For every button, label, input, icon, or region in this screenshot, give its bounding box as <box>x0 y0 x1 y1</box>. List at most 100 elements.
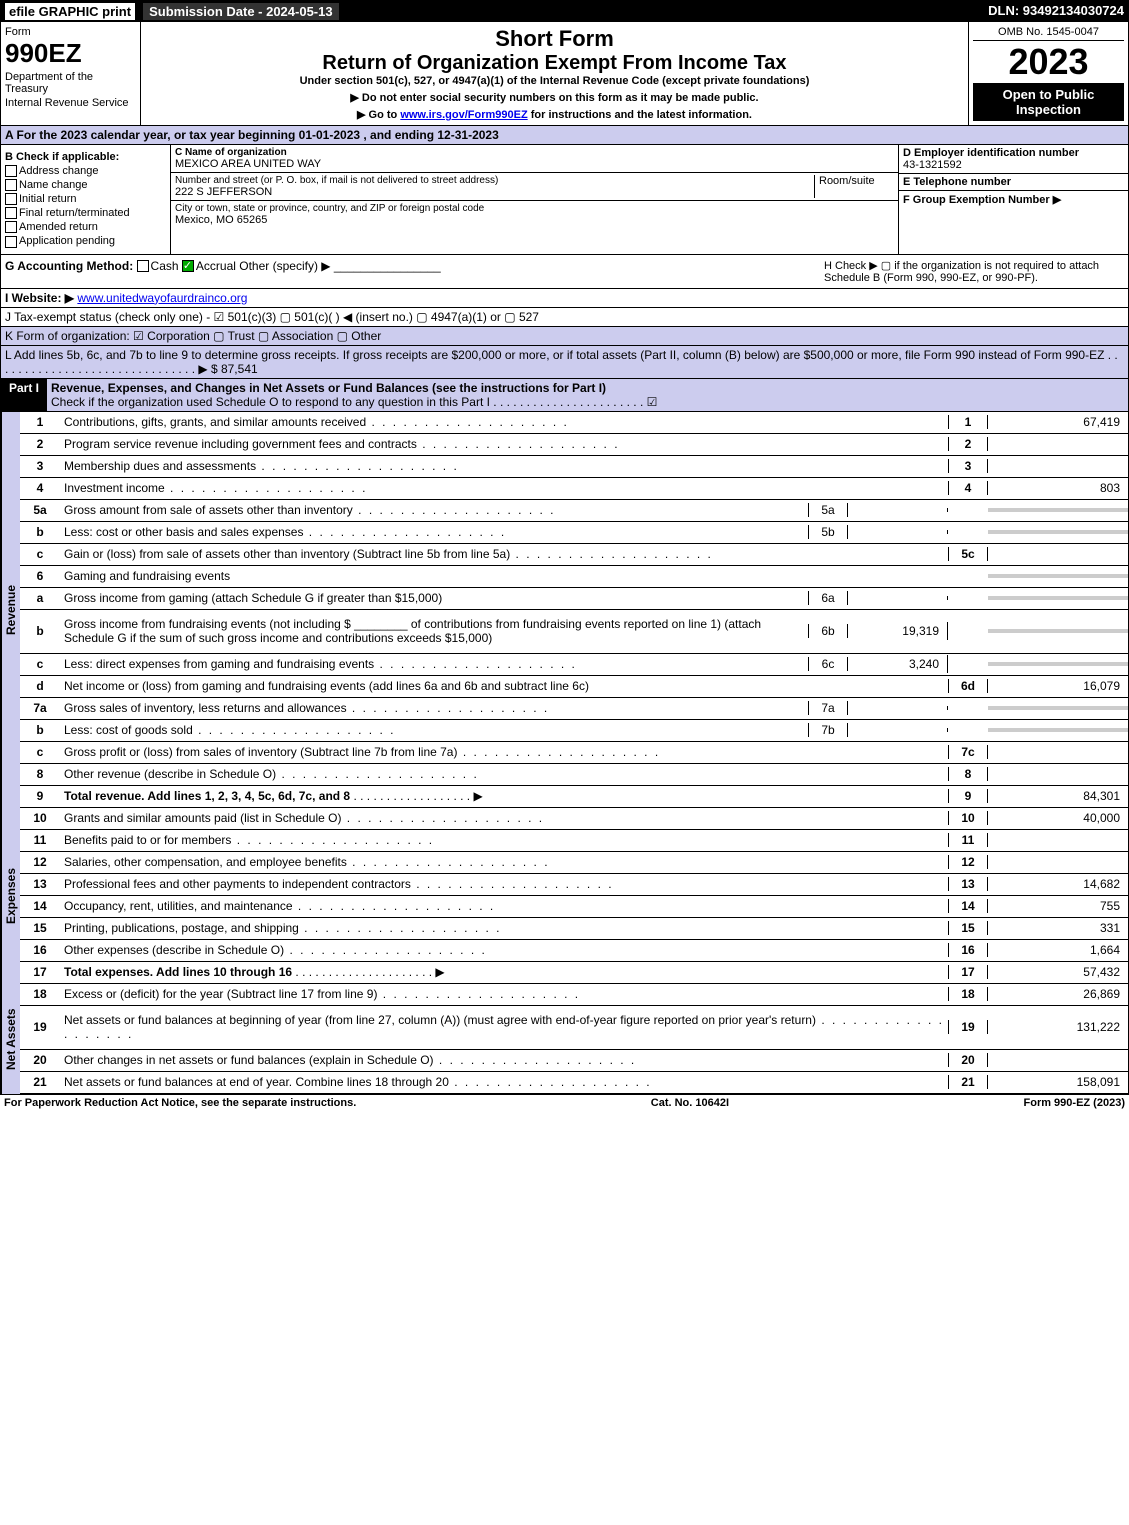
l15-rn: 15 <box>948 921 988 935</box>
omb-number: OMB No. 1545-0047 <box>973 26 1124 41</box>
name-change-label: Name change <box>19 179 88 191</box>
expenses-label: Expenses <box>1 808 20 984</box>
l19-val: 131,222 <box>988 1018 1128 1036</box>
part1-label: Part I <box>1 379 47 411</box>
l17-rn: 17 <box>948 965 988 979</box>
l3-rn: 3 <box>948 459 988 473</box>
l5a-mv <box>848 508 948 512</box>
l7a-desc: Gross sales of inventory, less returns a… <box>60 699 808 717</box>
revenue-section: Revenue 1Contributions, gifts, grants, a… <box>1 412 1128 808</box>
l5a-rv <box>988 508 1128 512</box>
top-bar-left: efile GRAPHIC print Submission Date - 20… <box>5 3 339 20</box>
l5c-desc: Gain or (loss) from sale of assets other… <box>60 545 948 563</box>
check-amended[interactable] <box>5 221 17 233</box>
l21-val: 158,091 <box>988 1073 1128 1091</box>
check-name[interactable] <box>5 179 17 191</box>
check-accrual[interactable] <box>182 260 194 272</box>
l7b-mn: 7b <box>808 723 848 737</box>
org-name-label: C Name of organization <box>175 147 894 158</box>
l18-num: 18 <box>20 985 60 1003</box>
check-initial[interactable] <box>5 193 17 205</box>
l3-val <box>988 464 1128 468</box>
accounting-label: G Accounting Method: <box>5 259 133 273</box>
section-g: G Accounting Method: Cash Accrual Other … <box>5 259 824 284</box>
dept-irs: Internal Revenue Service <box>5 97 136 109</box>
check-cash[interactable] <box>137 260 149 272</box>
form-number: 990EZ <box>5 38 136 69</box>
page-footer: For Paperwork Reduction Act Notice, see … <box>0 1095 1129 1111</box>
l6a-num: a <box>20 589 60 607</box>
part1-check: Check if the organization used Schedule … <box>51 395 657 409</box>
l12-rn: 12 <box>948 855 988 869</box>
l6c-mn: 6c <box>808 657 848 671</box>
l20-val <box>988 1058 1128 1062</box>
ein-value: 43-1321592 <box>903 159 1124 171</box>
l6b-mn: 6b <box>808 624 848 638</box>
l7a-mn: 7a <box>808 701 848 715</box>
l15-num: 15 <box>20 919 60 937</box>
l5c-rn: 5c <box>948 547 988 561</box>
section-def: D Employer identification number 43-1321… <box>898 145 1128 254</box>
section-a-calendar: A For the 2023 calendar year, or tax yea… <box>1 126 1128 145</box>
l3-desc: Membership dues and assessments <box>60 457 948 475</box>
l6c-num: c <box>20 655 60 673</box>
l13-val: 14,682 <box>988 875 1128 893</box>
l21-desc: Net assets or fund balances at end of ye… <box>60 1073 948 1091</box>
l8-val <box>988 772 1128 776</box>
l6b-rv <box>988 629 1128 633</box>
l1-val: 67,419 <box>988 413 1128 431</box>
l14-val: 755 <box>988 897 1128 915</box>
l7a-num: 7a <box>20 699 60 717</box>
l7c-val <box>988 750 1128 754</box>
cash-label: Cash <box>151 259 179 273</box>
header-right: OMB No. 1545-0047 2023 Open to Public In… <box>968 22 1128 125</box>
check-final[interactable] <box>5 207 17 219</box>
l2-num: 2 <box>20 435 60 453</box>
amended-return-label: Amended return <box>19 221 98 233</box>
check-pending[interactable] <box>5 236 17 248</box>
form-990ez: efile GRAPHIC print Submission Date - 20… <box>0 0 1129 1095</box>
instr-post: for instructions and the latest informat… <box>528 109 752 121</box>
l7b-desc: Less: cost of goods sold <box>60 721 808 739</box>
l5b-rv <box>988 530 1128 534</box>
l14-rn: 14 <box>948 899 988 913</box>
form-header: Form 990EZ Department of the Treasury In… <box>1 22 1128 126</box>
l7b-num: b <box>20 721 60 739</box>
l16-desc: Other expenses (describe in Schedule O) <box>60 941 948 959</box>
accrual-label: Accrual <box>196 259 236 273</box>
l20-desc: Other changes in net assets or fund bala… <box>60 1051 948 1069</box>
netassets-section: Net Assets 18Excess or (deficit) for the… <box>1 984 1128 1094</box>
l6-num: 6 <box>20 567 60 585</box>
l17-desc: Total expenses. Add lines 10 through 16 … <box>60 963 948 981</box>
part1-header: Part I Revenue, Expenses, and Changes in… <box>1 379 1128 412</box>
l20-num: 20 <box>20 1051 60 1069</box>
ein-label: D Employer identification number <box>903 147 1079 159</box>
website-link[interactable]: www.unitedwayofaurdrainco.org <box>77 291 247 305</box>
initial-return-label: Initial return <box>19 193 76 205</box>
l5b-num: b <box>20 523 60 541</box>
irs-link[interactable]: www.irs.gov/Form990EZ <box>400 109 527 121</box>
efile-label[interactable]: efile GRAPHIC print <box>5 3 135 20</box>
check-address[interactable] <box>5 165 17 177</box>
l7c-rn: 7c <box>948 745 988 759</box>
revenue-label: Revenue <box>1 412 20 808</box>
l5a-desc: Gross amount from sale of assets other t… <box>60 501 808 519</box>
l8-num: 8 <box>20 765 60 783</box>
l21-rn: 21 <box>948 1075 988 1089</box>
room-suite-label: Room/suite <box>814 175 894 198</box>
footer-right: Form 990-EZ (2023) <box>1024 1097 1125 1109</box>
instr-pre: ▶ Go to <box>357 109 400 121</box>
l6-rv <box>988 574 1128 578</box>
l5b-mv <box>848 530 948 534</box>
l4-val: 803 <box>988 479 1128 497</box>
section-k: K Form of organization: ☑ Corporation ▢ … <box>1 327 1128 346</box>
l6a-rv <box>988 596 1128 600</box>
l2-val <box>988 442 1128 446</box>
l16-rn: 16 <box>948 943 988 957</box>
address-change-label: Address change <box>19 165 99 177</box>
part1-title-text: Revenue, Expenses, and Changes in Net As… <box>51 381 606 395</box>
l7c-desc: Gross profit or (loss) from sales of inv… <box>60 743 948 761</box>
l21-num: 21 <box>20 1073 60 1091</box>
l6d-num: d <box>20 677 60 695</box>
subtitle: Under section 501(c), 527, or 4947(a)(1)… <box>145 75 964 87</box>
